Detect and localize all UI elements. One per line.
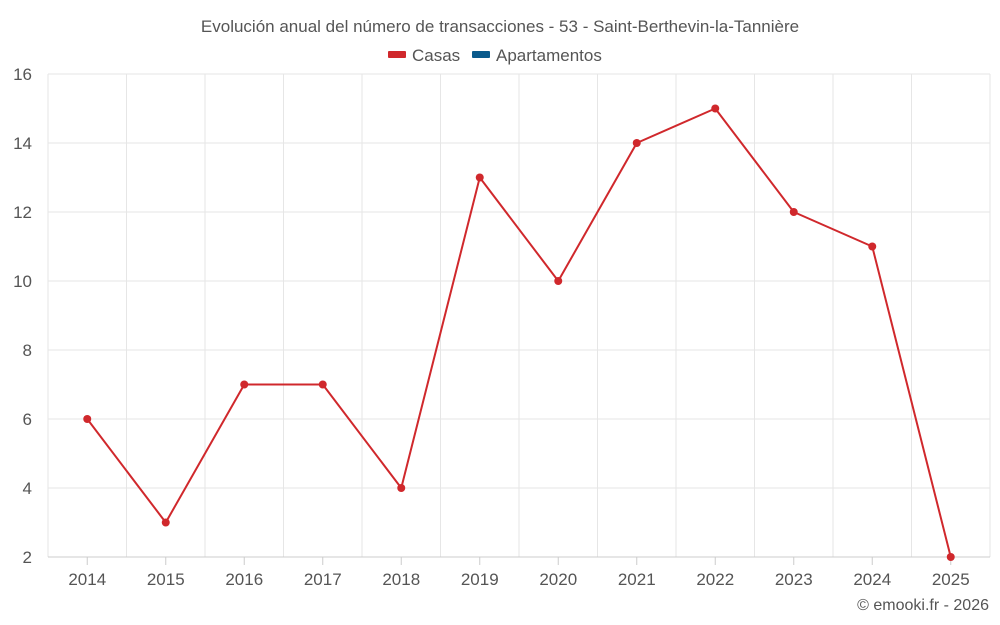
- data-point[interactable]: [475, 173, 484, 182]
- x-tick-label: 2018: [382, 570, 420, 589]
- series-casas: [83, 104, 955, 561]
- y-tick-label: 6: [23, 410, 32, 429]
- legend-label-casas[interactable]: Casas: [412, 46, 460, 65]
- y-tick-label: 10: [13, 272, 32, 291]
- x-tick-label: 2021: [618, 570, 656, 589]
- y-tick-label: 8: [23, 341, 32, 360]
- x-tick-label: 2014: [68, 570, 106, 589]
- x-tick-label: 2016: [225, 570, 263, 589]
- credit-text: © emooki.fr - 2026: [857, 597, 989, 614]
- y-tick-label: 4: [23, 479, 32, 498]
- axes: 2 4 6 8 10 12 14 16 2014 2015 2016 2017 2018 2019 2020…: [13, 65, 990, 589]
- data-point[interactable]: [161, 518, 170, 527]
- x-tick-label: 2022: [696, 570, 734, 589]
- data-point[interactable]: [946, 553, 955, 561]
- x-tick-label: 2023: [775, 570, 813, 589]
- x-tick-label: 2017: [304, 570, 342, 589]
- x-tick-label: 2015: [147, 570, 185, 589]
- data-point[interactable]: [83, 415, 92, 423]
- legend-swatch-casas: [388, 51, 406, 58]
- legend-label-apartamentos[interactable]: Apartamentos: [496, 46, 602, 65]
- data-point[interactable]: [711, 104, 720, 113]
- series-line-casas: [86, 107, 952, 558]
- legend: Casas Apartamentos: [388, 46, 602, 65]
- y-tick-label: 14: [13, 134, 32, 153]
- grid: [47, 73, 991, 557]
- x-tick-label: 2019: [461, 570, 499, 589]
- data-point[interactable]: [632, 139, 641, 147]
- data-point[interactable]: [240, 380, 249, 389]
- data-point[interactable]: [397, 484, 406, 492]
- x-tick-label: 2020: [539, 570, 577, 589]
- data-point[interactable]: [554, 277, 563, 285]
- y-tick-label: 16: [13, 65, 32, 84]
- data-point[interactable]: [789, 208, 798, 216]
- x-tick-label: 2024: [853, 570, 891, 589]
- y-tick-label: 2: [23, 548, 32, 567]
- data-point[interactable]: [868, 242, 877, 251]
- legend-swatch-apartamentos: [472, 51, 490, 58]
- x-tick-label: 2025: [932, 570, 970, 589]
- chart-title: Evolución anual del número de transaccio…: [201, 17, 799, 36]
- data-point[interactable]: [318, 380, 327, 389]
- y-tick-label: 12: [13, 203, 32, 222]
